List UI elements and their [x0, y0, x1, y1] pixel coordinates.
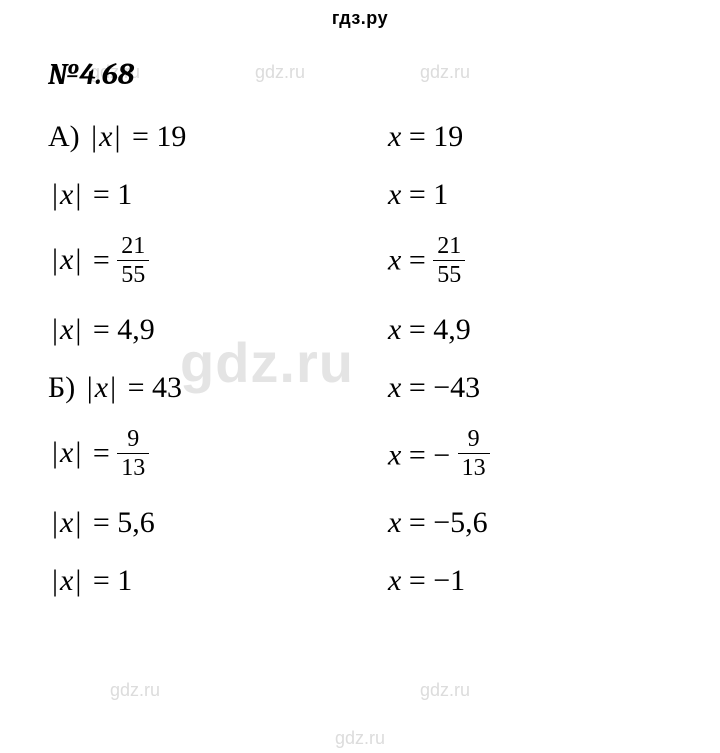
equation-left: x = 1 — [48, 178, 388, 212]
abs-expr: x — [87, 120, 124, 154]
equation-right: x = −1 — [388, 564, 720, 598]
eq-value: = 19 — [409, 120, 463, 153]
equation-left: x = 5,6 — [48, 506, 388, 540]
eq-value: = −5,6 — [409, 506, 488, 539]
equation-left: А) x = 19 — [48, 120, 388, 154]
abs-expr: x — [48, 564, 85, 598]
eq-value: = — [93, 243, 117, 276]
equation-row: x = 2155x = 2155 — [48, 236, 720, 289]
equation-right: x = − 913 — [388, 429, 720, 482]
equation-row: x = 5,6x = −5,6 — [48, 506, 720, 540]
eq-value: = 5,6 — [93, 506, 155, 539]
eq-value: = — [93, 436, 117, 469]
watermark-row-bottom: gdz.ru gdz.ru — [110, 680, 470, 701]
equation-row: А) x = 19x = 19 — [48, 120, 720, 154]
eq-value: = 43 — [128, 371, 182, 404]
eq-value: = — [409, 243, 433, 276]
equation-right: x = 4,9 — [388, 313, 720, 347]
part-label: Б) — [48, 371, 83, 404]
eq-value: = — [409, 439, 433, 472]
equation-left: Б) x = 43 — [48, 371, 388, 405]
equation-left: x = 913 — [48, 429, 388, 482]
eq-value: = 19 — [132, 120, 186, 153]
equation-left: x = 4,9 — [48, 313, 388, 347]
equation-row: x = 4,9x = 4,9 — [48, 313, 720, 347]
site-header: гдз.ру — [0, 0, 720, 29]
eq-value: = −1 — [409, 564, 465, 597]
eq-value: = −43 — [409, 371, 480, 404]
content-area: №4.68 А) x = 19x = 19x = 1x = 1x = 2155x… — [0, 29, 720, 598]
watermark-small: gdz.ru — [420, 680, 470, 701]
abs-expr: x — [48, 178, 85, 212]
eq-value: = 4,9 — [93, 313, 155, 346]
equation-left: x = 1 — [48, 564, 388, 598]
equation-right: x = −43 — [388, 371, 720, 405]
eq-value: = 1 — [409, 178, 448, 211]
problem-number: №4.68 — [48, 57, 720, 92]
abs-expr: x — [48, 313, 85, 347]
abs-expr: x — [48, 506, 85, 540]
equation-row: x = 1x = −1 — [48, 564, 720, 598]
watermark-footer: gdz.ru — [0, 728, 720, 749]
eq-value: = 4,9 — [409, 313, 471, 346]
equation-right: x = 19 — [388, 120, 720, 154]
watermark-small: gdz.ru — [335, 728, 385, 749]
equation-right: x = −5,6 — [388, 506, 720, 540]
equation-right: x = 2155 — [388, 236, 720, 289]
equation-row: x = 1x = 1 — [48, 178, 720, 212]
equation-left: x = 2155 — [48, 236, 388, 289]
watermark-small: gdz.ru — [110, 680, 160, 701]
part-label: А) — [48, 120, 87, 153]
abs-expr: x — [48, 243, 85, 277]
equation-row: x = 913x = − 913 — [48, 429, 720, 482]
equation-row: Б) x = 43x = −43 — [48, 371, 720, 405]
abs-expr: x — [83, 371, 120, 405]
eq-value: = 1 — [93, 564, 132, 597]
equation-right: x = 1 — [388, 178, 720, 212]
abs-expr: x — [48, 436, 85, 470]
eq-value: = 1 — [93, 178, 132, 211]
